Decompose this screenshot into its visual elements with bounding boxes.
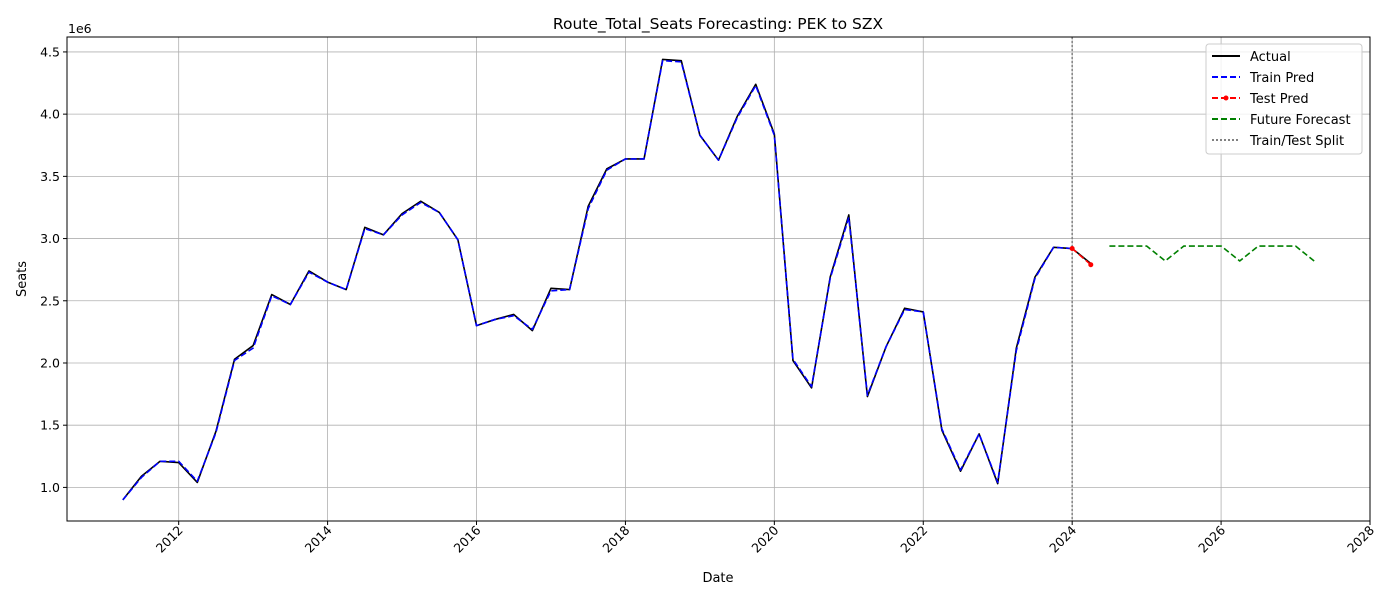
legend: Actual Train Pred Test Pred Future Forec… [1205, 43, 1363, 155]
y-tick-label: 4.0 [40, 107, 60, 122]
y-tick-label: 3.5 [40, 169, 60, 184]
series-point-test-pred [1088, 262, 1094, 268]
x-axis-label: Date [702, 571, 733, 586]
legend-label-actual: Actual [1250, 50, 1291, 65]
y-tick-label: 4.5 [40, 44, 60, 59]
y-tick-label: 2.0 [40, 355, 60, 370]
series-point-test-pred [1069, 246, 1075, 252]
series-layer [122, 58, 1315, 501]
y-tick-label: 3.0 [40, 231, 60, 246]
y-tick-label: 2.5 [40, 293, 60, 308]
y-offset-label: 1e6 [68, 21, 92, 36]
y-tick-label: 1.0 [40, 480, 60, 495]
legend-box [1205, 43, 1363, 155]
y-axis-label: Seats [15, 261, 30, 297]
series-line-future-forecast [1109, 245, 1315, 262]
y-tick-label: 1.5 [40, 418, 60, 433]
plot-frame [66, 36, 1371, 522]
legend-marker-test-pred [1223, 95, 1229, 101]
chart-title: Route_Total_Seats Forecasting: PEK to SZ… [553, 15, 884, 34]
series-line-test-pred [1071, 247, 1092, 266]
legend-label-train-pred: Train Pred [1249, 71, 1314, 86]
legend-label-train-test-split: Train/Test Split [1249, 134, 1344, 149]
series-line-train-pred [122, 59, 1073, 501]
legend-label-future-forecast: Future Forecast [1250, 113, 1351, 128]
legend-label-test-pred: Test Pred [1249, 92, 1309, 107]
grid [67, 37, 1371, 521]
